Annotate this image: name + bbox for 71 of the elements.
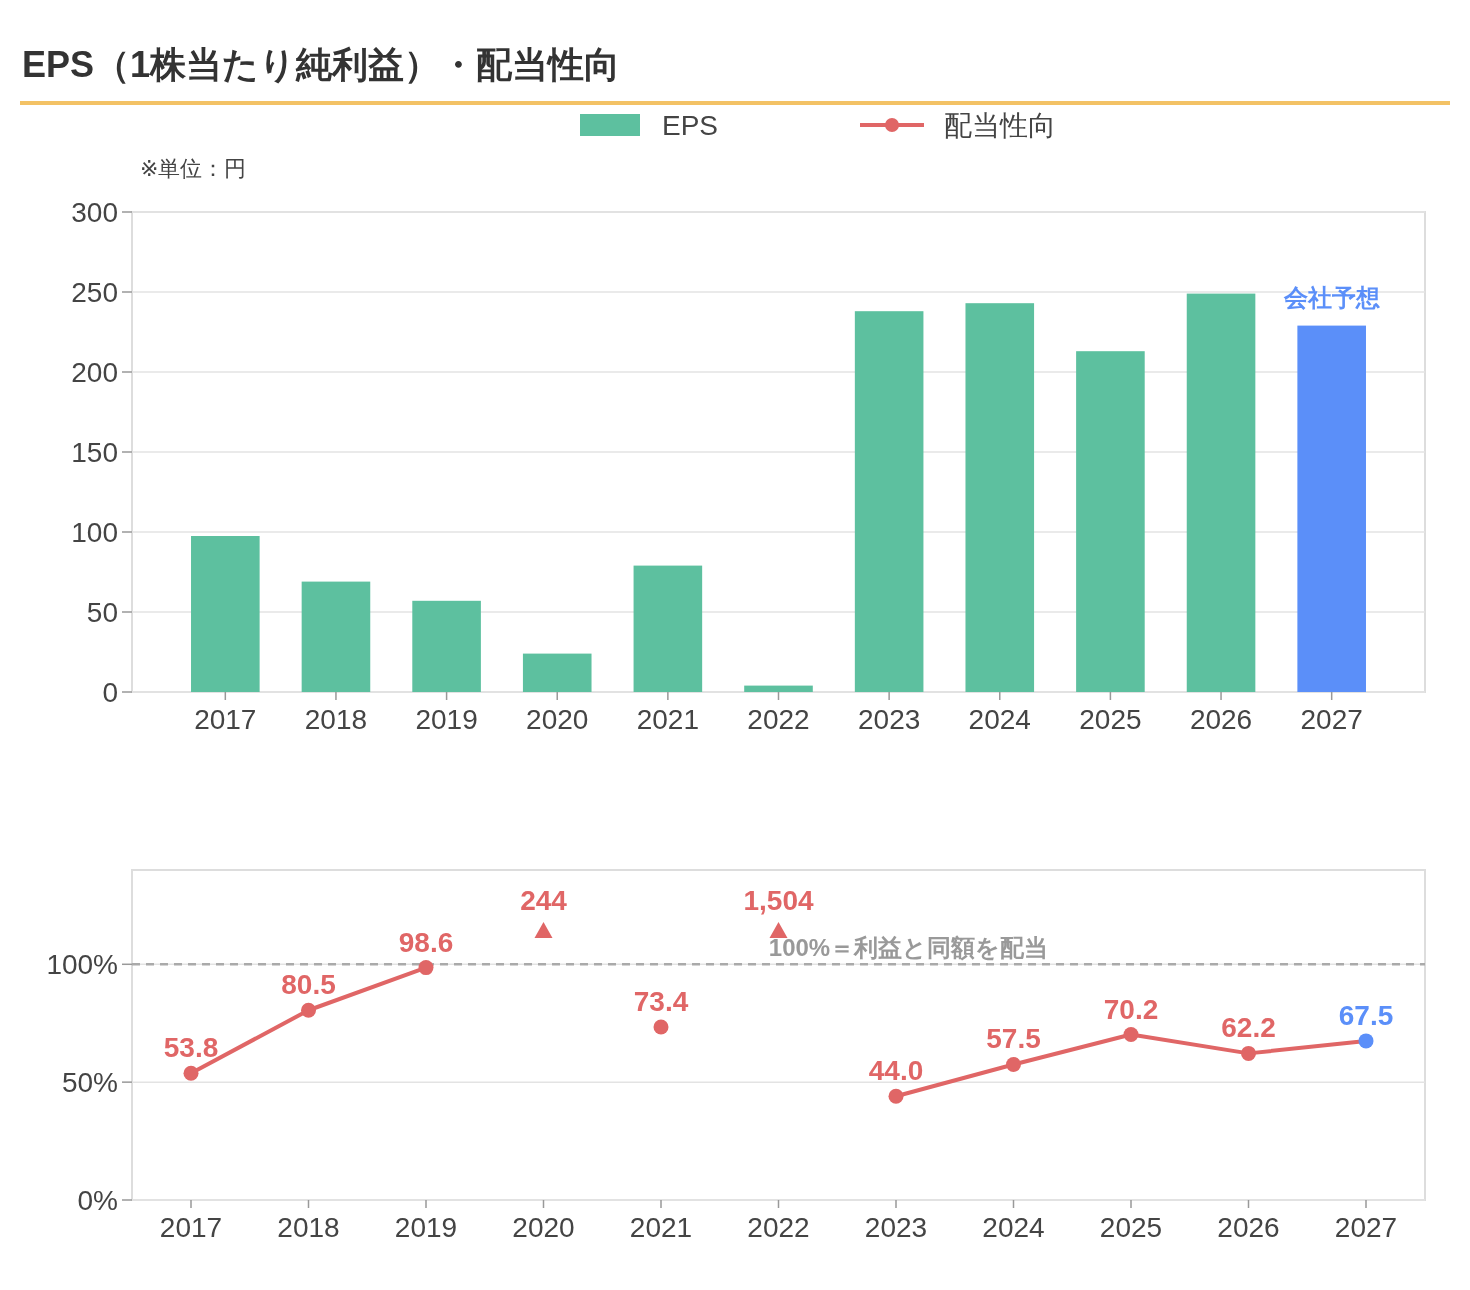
bar [965,303,1035,692]
x-tick-label: 2023 [857,704,921,735]
ref-line-label: 100%＝利益と同額を配当 [768,934,1049,962]
y-tick-label: 0 [102,677,118,708]
y-tick-label: 250 [71,277,118,308]
x-tick-label: 2025 [1099,1212,1163,1243]
point [1241,1045,1256,1061]
x-tick-label: 2020 [526,704,589,735]
y-tick-label: 0% [77,1185,118,1216]
x-tick-label: 2018 [277,1212,340,1243]
x-tick-label: 2021 [629,1212,693,1243]
x-tick-label: 2017 [194,704,257,735]
bar [854,311,924,692]
x-tick-label: 2021 [636,704,700,735]
y-tick-label: 100% [46,949,118,981]
y-tick-label: 100 [71,517,118,548]
y-tick-label: 50% [61,1067,118,1099]
data-label: 80.5 [281,969,336,1001]
x-tick-label: 2019 [415,704,478,735]
point [1123,1027,1139,1043]
data-label: 62.2 [1221,1012,1276,1044]
bar [1186,293,1256,692]
data-label: 53.8 [163,1032,219,1064]
legend-label: 配当性向 [944,110,1056,141]
data-label: 98.6 [398,926,454,958]
bar [191,536,260,692]
point [183,1065,199,1081]
data-label: 44.0 [868,1055,924,1087]
bar [1297,325,1366,692]
bar [412,600,481,692]
bar [1076,351,1145,692]
x-tick-label: 2017 [159,1212,223,1243]
point [1006,1056,1021,1072]
data-label: 73.4 [633,985,689,1017]
legend: EPS [580,110,719,141]
x-tick-label: 2023 [864,1212,928,1243]
x-tick-label: 2024 [968,704,1031,735]
point [653,1019,669,1035]
annotation: 会社予想 [1282,283,1380,311]
x-tick-label: 2026 [1217,1212,1280,1243]
legend-label: EPS [662,110,719,141]
x-tick-label: 2022 [747,704,810,735]
chart-title: EPS（1株当たり純利益）・配当性向 [22,44,621,85]
y-tick-label: 300 [71,197,118,228]
data-label: 57.5 [986,1023,1041,1055]
bar [522,653,592,692]
bar [301,581,371,692]
x-tick-label: 2025 [1079,704,1142,735]
bar [744,685,813,692]
data-label: 70.2 [1103,993,1159,1025]
point [1358,1033,1374,1049]
x-tick-label: 2026 [1189,704,1253,735]
x-tick-label: 2024 [982,1212,1045,1243]
point [418,960,434,976]
x-tick-label: 2019 [394,1212,458,1243]
bar [633,565,703,692]
x-tick-label: 2027 [1300,704,1363,735]
data-label: 67.5 [1338,999,1394,1031]
annotation: 244 [520,885,568,916]
y-tick-label: 200 [71,357,118,388]
point [301,1002,316,1018]
x-tick-label: 2018 [304,704,368,735]
x-tick-label: 2027 [1334,1212,1398,1243]
point [888,1088,904,1104]
x-tick-label: 2022 [747,1212,810,1243]
annotation: 1,504 [743,885,814,916]
y-tick-label: 50 [86,597,118,628]
y-tick-label: 150 [71,437,118,468]
x-tick-label: 2020 [512,1212,575,1243]
y-axis-title: ※単位：円 [140,156,247,181]
legend: 配当性向 [860,110,1056,141]
